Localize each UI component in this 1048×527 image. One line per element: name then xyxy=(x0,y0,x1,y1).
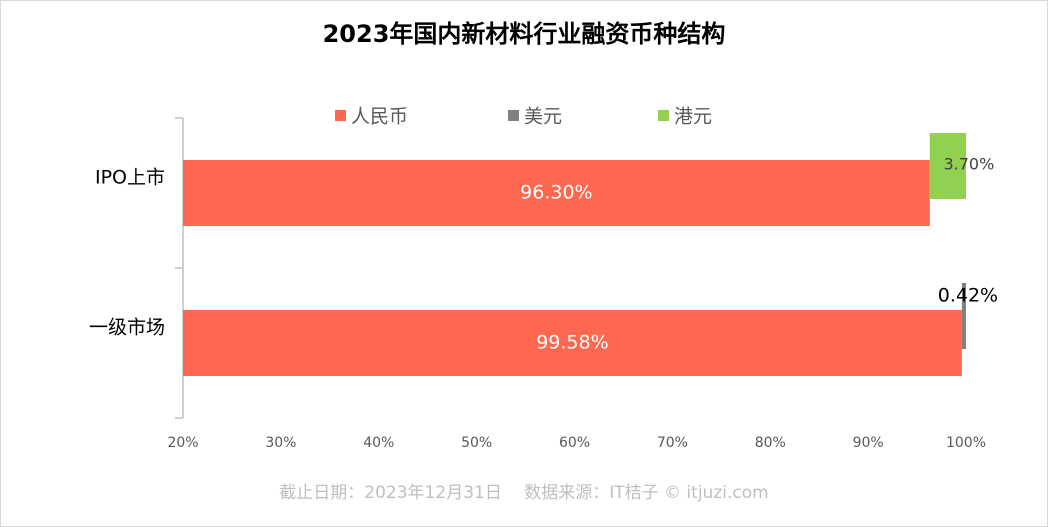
value-label: 0.42% xyxy=(938,285,998,307)
x-tick-label: 60% xyxy=(559,435,590,451)
legend-swatch xyxy=(508,110,519,121)
x-tick-label: 80% xyxy=(755,435,786,451)
y-tick-label: IPO上市 xyxy=(95,167,165,189)
chart-title: 2023年国内新材料行业融资币种结构 xyxy=(323,20,726,48)
bar xyxy=(183,160,930,226)
value-label: 96.30% xyxy=(520,182,592,204)
value-label: 3.70% xyxy=(943,155,994,174)
x-tick-label: 100% xyxy=(946,435,986,451)
bar xyxy=(961,283,966,349)
legend-label: 人民币 xyxy=(351,106,408,128)
x-tick-label: 30% xyxy=(265,435,296,451)
y-tick-label: 一级市场 xyxy=(89,317,165,339)
legend-label: 港元 xyxy=(674,106,712,128)
x-tick-label: 40% xyxy=(363,435,394,451)
source-note: 截止日期：2023年12月31日 数据来源：IT桔子 © itjuzi.com xyxy=(279,483,768,503)
value-label: 99.58% xyxy=(536,332,608,354)
x-tick-label: 70% xyxy=(657,435,688,451)
legend-swatch xyxy=(335,110,346,121)
x-tick-label: 20% xyxy=(167,435,198,451)
bar xyxy=(929,133,966,199)
legend-swatch xyxy=(658,110,669,121)
legend-label: 美元 xyxy=(524,106,562,128)
bar xyxy=(183,310,962,376)
x-tick-label: 90% xyxy=(853,435,884,451)
x-tick-label: 50% xyxy=(461,435,492,451)
